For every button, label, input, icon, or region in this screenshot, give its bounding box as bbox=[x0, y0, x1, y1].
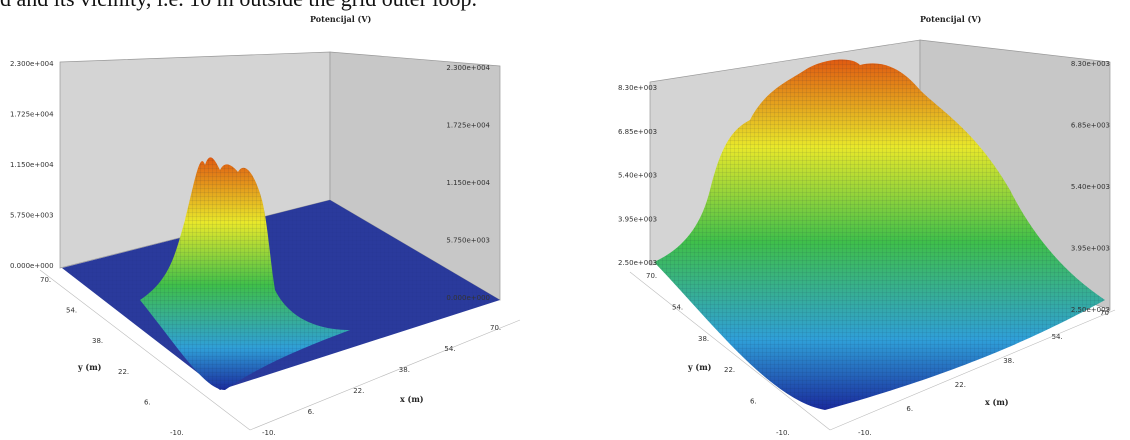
z-tick-right: 5.750e+003 bbox=[446, 237, 490, 245]
z-tick-right: 3.95e+003 bbox=[1071, 245, 1110, 253]
x-tick: -10. bbox=[858, 429, 872, 437]
y-tick: 70. bbox=[646, 272, 657, 280]
x-tick: 22. bbox=[955, 381, 966, 389]
y-tick: 6. bbox=[144, 398, 151, 406]
x-tick: 6. bbox=[308, 408, 315, 416]
x-tick: 70 bbox=[1100, 309, 1109, 317]
chart-1-xlabel: x (m) bbox=[400, 394, 424, 404]
x-tick: 38. bbox=[399, 366, 410, 374]
z-tick-left: 0.000e+000 bbox=[10, 262, 54, 270]
y-tick: 54. bbox=[672, 303, 683, 311]
z-tick-left: 8.30e+003 bbox=[618, 84, 657, 92]
z-tick-right: 1.725e+004 bbox=[446, 122, 490, 130]
z-tick-right: 5.40e+003 bbox=[1071, 183, 1110, 191]
surface-plot-1: Potencijal (V) 2.300e+004 1.725e+004 1.150… bbox=[0, 0, 540, 440]
y-tick: 22. bbox=[118, 368, 129, 376]
y-tick: 70. bbox=[40, 276, 51, 284]
z-tick-right: 6.85e+003 bbox=[1071, 122, 1110, 130]
z-tick-left: 3.95e+003 bbox=[618, 215, 657, 223]
z-tick-left: 1.150e+004 bbox=[10, 161, 54, 169]
z-tick-right: 2.50e+003 bbox=[1071, 306, 1110, 314]
x-tick: 38. bbox=[1003, 357, 1014, 365]
surface-plot-1-svg: Potencijal (V) 2.300e+004 1.725e+004 1.150… bbox=[10, 14, 521, 437]
y-tick: -10. bbox=[776, 429, 790, 437]
z-tick-right: 0.000e+000 bbox=[446, 294, 490, 302]
y-tick: 38. bbox=[92, 337, 103, 345]
y-tick: 6. bbox=[750, 398, 757, 406]
chart-2-ylabel: y (m) bbox=[687, 362, 712, 372]
x-tick: 6. bbox=[906, 405, 913, 413]
z-tick-left: 2.300e+004 bbox=[10, 60, 54, 68]
surface-plot-2-svg: Potencijal (V) 8.30e+003 6.85e+003 5.40e+0… bbox=[618, 14, 1116, 437]
surface-plot-2: Potencijal (V) 8.30e+003 6.85e+003 5.40e+0… bbox=[590, 0, 1130, 440]
chart-2-title: Potencijal (V) bbox=[920, 14, 982, 24]
chart-2-xlabel: x (m) bbox=[985, 397, 1009, 407]
y-tick: 54. bbox=[66, 307, 77, 315]
x-tick: 54. bbox=[444, 345, 455, 353]
y-tick: -10. bbox=[170, 429, 184, 437]
z-tick-left: 2.50e+003 bbox=[618, 259, 657, 267]
x-tick: 22. bbox=[353, 387, 364, 395]
caption-fragment: d and its vicinity, i.e. 10 m outside th… bbox=[0, 0, 477, 12]
chart-1-ylabel: y (m) bbox=[77, 362, 102, 372]
z-tick-left: 5.40e+003 bbox=[618, 172, 657, 180]
z-tick-left: 5.750e+003 bbox=[10, 212, 54, 220]
z-tick-right: 8.30e+003 bbox=[1071, 60, 1110, 68]
z-tick-right: 2.300e+004 bbox=[446, 64, 490, 72]
chart-1-title: Potencijal (V) bbox=[310, 14, 372, 24]
y-tick: 22. bbox=[724, 366, 735, 374]
z-tick-left: 6.85e+003 bbox=[618, 128, 657, 136]
x-tick: -10. bbox=[262, 429, 276, 437]
x-tick: 54. bbox=[1052, 333, 1063, 341]
z-tick-right: 1.150e+004 bbox=[446, 179, 490, 187]
z-tick-left: 1.725e+004 bbox=[10, 111, 54, 119]
y-tick: 38. bbox=[698, 335, 709, 343]
x-tick: 70. bbox=[490, 324, 501, 332]
